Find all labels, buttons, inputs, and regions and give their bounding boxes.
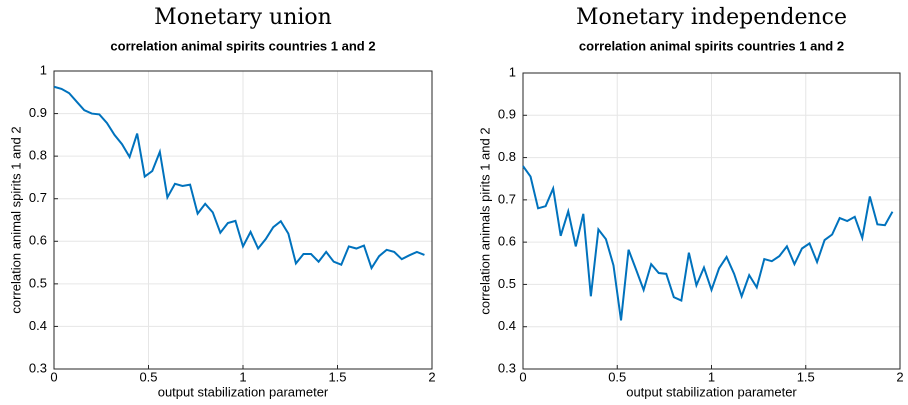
y-tick-label: 0.8: [29, 148, 47, 163]
x-tick-label: 0: [50, 369, 57, 384]
x-tick-label: 0.5: [608, 369, 626, 384]
x-tick-label: 2: [896, 369, 903, 384]
y-tick-label: 0.4: [29, 318, 47, 333]
y-tick-label: 0.7: [29, 190, 47, 205]
y-tick-label: 0.5: [498, 276, 516, 291]
y-tick-label: 1: [509, 64, 516, 79]
y-tick-label: 0.3: [29, 360, 47, 375]
x-tick-label: 1.5: [797, 369, 815, 384]
y-tick-label: 0.9: [498, 107, 516, 122]
data-line: [53, 85, 425, 271]
x-tick-label: 0.5: [139, 369, 157, 384]
data-line: [522, 165, 894, 321]
plot-frame: [53, 70, 433, 370]
chart-subtitle: correlation animal spirits countries 1 a…: [579, 38, 844, 53]
plot-frame: [522, 72, 901, 370]
x-tick-label: 1.5: [328, 369, 346, 384]
y-tick-label: 1: [40, 62, 47, 77]
y-axis-label: correlation animal spirits 1 and 2: [8, 126, 23, 313]
x-axis-label: output stabilization parameter: [626, 384, 797, 399]
chart-title: Monetary union: [154, 5, 332, 30]
y-tick-label: 0.6: [29, 233, 47, 248]
y-tick-label: 0.7: [498, 191, 516, 206]
y-tick-label: 0.8: [498, 149, 516, 164]
y-tick-label: 0.9: [29, 105, 47, 120]
y-tick-label: 0.4: [498, 318, 516, 333]
y-axis-label: correlation animals pirits 1 and 2: [477, 127, 492, 314]
x-tick-label: 1: [239, 369, 246, 384]
y-tick-label: 0.5: [29, 275, 47, 290]
x-axis-label: output stabilization parameter: [158, 384, 329, 399]
chart-subtitle: correlation animal spirits countries 1 a…: [110, 38, 375, 53]
y-tick-label: 0.3: [498, 360, 516, 375]
x-tick-label: 0: [519, 369, 526, 384]
chart-title: Monetary independence: [576, 5, 847, 30]
x-tick-label: 1: [708, 369, 715, 384]
x-tick-label: 2: [428, 369, 435, 384]
y-tick-label: 0.6: [498, 234, 516, 249]
